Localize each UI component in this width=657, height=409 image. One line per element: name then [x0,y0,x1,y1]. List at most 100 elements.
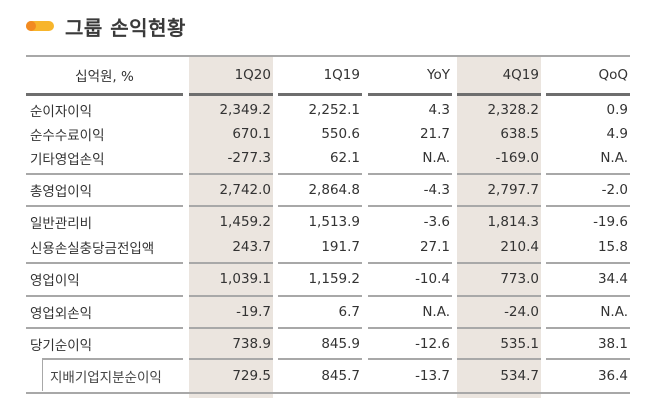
row-divider [457,295,541,297]
row-label: 영업이익 [30,273,80,289]
header-rule [189,93,273,96]
row-divider [278,327,362,329]
cell-1q19: 845.7 [321,368,360,384]
row-divider [457,262,541,264]
row-label: 당기순이익 [30,338,93,354]
row-divider [26,295,183,297]
table-row: 신용손실충당금전입액 243.7 191.7 27.1 210.4 15.8 [26,234,630,260]
table-row: 당기순이익 738.9 845.9 -12.6 535.1 38.1 [26,329,630,359]
cell-4q19: 1,814.3 [487,214,539,230]
cell-4q19: 2,797.7 [487,182,539,198]
header-rule [368,93,452,96]
row-divider [368,295,452,297]
table-row-subitem: 지배기업지분순이익 729.5 845.7 -13.7 534.7 36.4 [26,360,630,392]
row-label: 신용손실충당금전입액 [30,241,155,257]
cell-4q19: -169.0 [495,149,539,166]
row-divider [189,205,273,207]
cell-yoy: -10.4 [415,271,450,287]
cell-1q20: 738.9 [232,336,271,352]
col-header-4q19: 4Q19 [502,67,539,83]
cell-yoy: N.A. [422,149,450,166]
row-divider [457,205,541,207]
cell-1q20: 1,039.1 [219,271,271,287]
pill-bullet-icon [26,21,54,31]
pill-dot [26,21,36,31]
col-header-1q20: 1Q20 [234,67,271,83]
cell-yoy: 4.3 [428,101,450,118]
row-divider [368,358,452,360]
cell-1q20: 243.7 [232,239,271,255]
table-bottom-rule [26,392,630,394]
row-divider [368,205,452,207]
row-divider [546,358,630,360]
row-divider [546,205,630,207]
cell-qoq: 36.4 [597,368,628,384]
col-header-yoy: YoY [427,67,450,83]
cell-4q19: 638.5 [500,125,539,142]
row-divider [546,327,630,329]
cell-4q19: 534.7 [500,368,539,384]
row-label: 일반관리비 [30,216,93,232]
cell-1q20: 729.5 [232,368,271,384]
cell-qoq: 34.4 [597,271,628,287]
row-divider [26,205,183,207]
row-label: 순이자이익 [30,103,93,120]
row-divider [368,173,452,175]
row-divider [546,173,630,175]
table-row: 총영업이익 2,742.0 2,864.8 -4.3 2,797.7 -2.0 [26,175,630,205]
cell-yoy: -4.3 [423,182,450,198]
row-divider [278,358,362,360]
cell-1q20: 670.1 [232,125,271,142]
row-divider [189,173,273,175]
cell-1q19: 6.7 [338,304,360,320]
row-divider [189,295,273,297]
row-divider [189,262,273,264]
header-rule [546,93,630,96]
table-header-row: 십억원, % 1Q20 1Q19 YoY 4Q19 QoQ [26,57,630,93]
cell-qoq: 15.8 [597,239,628,255]
row-divider [26,327,183,329]
cell-1q19: 2,864.8 [308,182,360,198]
row-divider [26,262,183,264]
cell-yoy: -12.6 [415,336,450,352]
cell-1q19: 845.9 [321,336,360,352]
table-row: 영업외손익 -19.7 6.7 N.A. -24.0 N.A. [26,297,630,327]
cell-1q20: 2,742.0 [219,182,271,198]
section-title: 그룹 손익현황 [26,12,186,40]
cell-1q19: 191.7 [321,239,360,255]
row-divider [278,262,362,264]
row-divider [278,205,362,207]
row-label: 순수수료이익 [30,127,105,144]
cell-1q19: 550.6 [321,125,360,142]
cell-yoy: -3.6 [423,214,450,230]
row-divider [189,358,273,360]
col-header-1q19: 1Q19 [323,67,360,83]
cell-4q19: 2,328.2 [487,101,539,118]
cell-1q20: -19.7 [236,304,271,320]
cell-4q19: 210.4 [500,239,539,255]
row-divider [457,327,541,329]
row-divider [546,295,630,297]
section-title-text: 그룹 손익현황 [65,15,186,40]
row-divider [278,173,362,175]
row-divider [457,173,541,175]
cell-4q19: 773.0 [500,271,539,287]
highlight-column-1q20 [189,55,273,398]
row-divider [368,262,452,264]
cell-1q20: -277.3 [227,149,271,166]
table-row: 순수수료이익 670.1 550.6 21.7 638.5 4.9 [26,121,630,146]
row-divider [278,295,362,297]
cell-qoq: N.A. [600,304,628,320]
col-header-qoq: QoQ [598,67,628,83]
cell-1q20: 2,349.2 [219,101,271,118]
unit-header: 십억원, % [75,69,134,85]
row-divider [26,173,183,175]
header-rule [457,93,541,96]
cell-qoq: 38.1 [597,336,628,352]
table-row: 순이자이익 2,349.2 2,252.1 4.3 2,328.2 0.9 [26,97,630,122]
cell-1q19: 2,252.1 [308,101,360,118]
row-label: 기타영업손익 [30,151,105,168]
cell-qoq: 0.9 [606,101,628,118]
highlight-column-4q19 [457,55,541,398]
header-rule [26,93,183,96]
